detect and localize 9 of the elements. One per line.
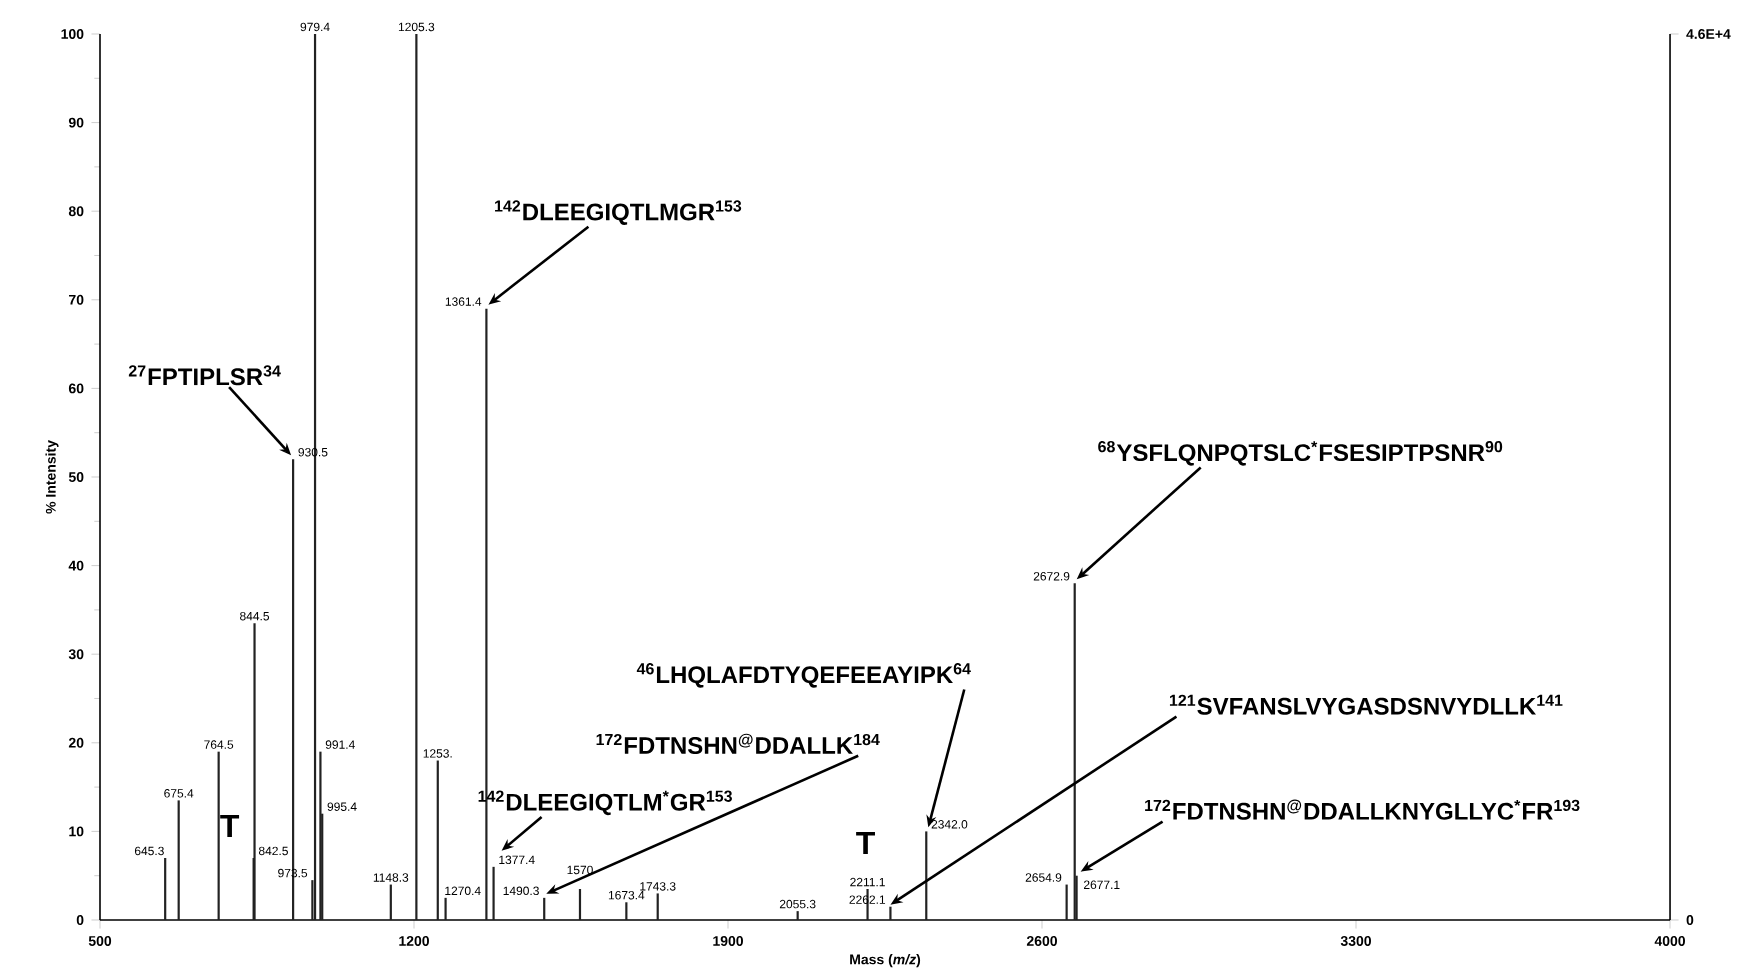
annotation: $^{68}$YSFLQNPQTSLC$^{*}$FSESIPTPSNR$^{90}$ <box>1098 441 1503 466</box>
annotation: $^{46}$LHQLAFDTYQEFEEAYIPK$^{64}$ <box>636 663 971 688</box>
annotation: $^{172}$FDTNSHN$^{@}$DDALLKNYGLLYC$^{*}$FR$^{193}$ <box>1145 799 1580 820</box>
annotation: $^{142}$DLEEGIQTLMGR$^{153}$ <box>495 200 742 225</box>
annotation: T <box>220 814 240 837</box>
annotation: T <box>856 831 875 854</box>
annotation: $^{172}$FDTNSHN$^{@}$DDALLK$^{184}$ <box>596 733 880 754</box>
annotation: $^{27}$FPTIPLSR$^{34}$ <box>128 365 281 386</box>
annotation: $^{121}$SVFANSLVYGASDSNVYDLLK$^{141}$ <box>1169 694 1563 715</box>
